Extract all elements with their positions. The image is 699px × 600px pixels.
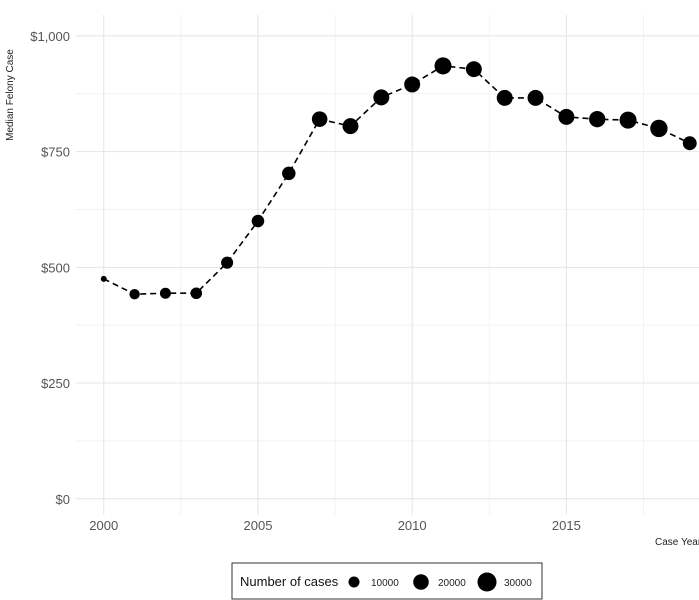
y-axis-tick-labels: $0 $250 $500 $750 $1,000 xyxy=(30,29,70,507)
data-point xyxy=(129,288,140,300)
data-point xyxy=(619,111,637,129)
legend-keys: 10000 20000 30000 xyxy=(348,572,532,592)
x-axis-tick-labels: 2000 2005 2010 2015 xyxy=(89,518,581,533)
series-dashed-line xyxy=(103,65,691,296)
data-point xyxy=(311,111,328,127)
data-point xyxy=(190,287,203,300)
data-point xyxy=(251,214,265,228)
y-tick-label: $750 xyxy=(41,145,70,160)
y-axis-title: Median Felony Case xyxy=(5,49,16,141)
legend-key-30000 xyxy=(477,572,497,592)
legend-key-20000 xyxy=(413,574,429,590)
y-tick-label: $250 xyxy=(41,376,70,391)
x-tick-label: 2010 xyxy=(398,518,427,533)
y-tick-label: $0 xyxy=(56,492,70,507)
legend-key-10000 xyxy=(348,576,360,588)
legend-title: Number of cases xyxy=(240,574,339,589)
data-point xyxy=(496,89,513,106)
legend-label-30000: 30000 xyxy=(504,578,532,589)
data-point xyxy=(100,275,107,282)
data-point xyxy=(221,256,234,269)
data-points xyxy=(100,57,697,300)
data-point xyxy=(682,136,697,151)
data-point xyxy=(527,89,544,106)
data-point xyxy=(465,61,482,78)
x-tick-label: 2000 xyxy=(89,518,118,533)
x-tick-label: 2005 xyxy=(244,518,273,533)
data-point xyxy=(650,119,668,138)
legend-label-10000: 10000 xyxy=(371,578,399,589)
x-tick-label: 2015 xyxy=(552,518,581,533)
data-point xyxy=(342,118,359,135)
minor-gridlines xyxy=(76,15,699,515)
data-point xyxy=(373,89,390,106)
y-tick-label: $500 xyxy=(41,260,70,275)
data-point xyxy=(159,287,171,299)
legend-label-20000: 20000 xyxy=(438,578,466,589)
data-point xyxy=(404,76,421,93)
y-tick-label: $1,000 xyxy=(30,29,70,44)
legend: Number of cases 10000 20000 30000 xyxy=(231,562,543,600)
x-axis-title: Case Year xyxy=(655,537,699,548)
data-point xyxy=(282,166,296,181)
major-gridlines xyxy=(76,15,699,515)
data-point xyxy=(589,111,606,128)
data-point xyxy=(434,57,452,75)
data-point xyxy=(558,108,575,125)
